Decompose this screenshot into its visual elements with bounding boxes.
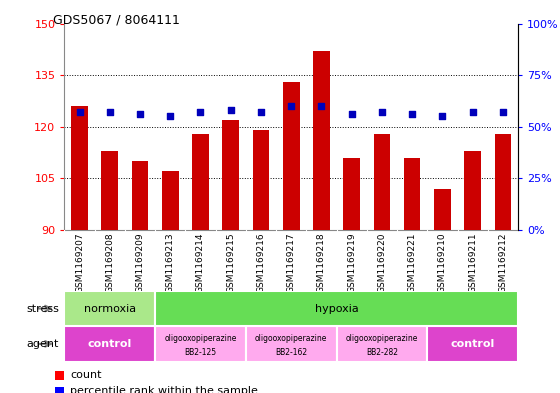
Text: percentile rank within the sample: percentile rank within the sample — [70, 386, 258, 393]
Bar — [64, 326, 155, 362]
Text: normoxia: normoxia — [83, 303, 136, 314]
Point — [287, 103, 296, 109]
Bar — [222, 120, 239, 230]
Bar — [313, 51, 330, 230]
Text: BB2-125: BB2-125 — [184, 348, 217, 357]
Text: count: count — [70, 370, 101, 380]
Text: BB2-282: BB2-282 — [366, 348, 398, 357]
Point — [408, 111, 417, 118]
Bar — [132, 161, 148, 230]
Text: agent: agent — [26, 339, 59, 349]
Text: control: control — [450, 339, 495, 349]
Point — [226, 107, 235, 114]
Point — [136, 111, 144, 118]
Point — [105, 109, 114, 116]
Point — [347, 111, 356, 118]
Bar — [55, 371, 64, 380]
Text: oligooxopiperazine: oligooxopiperazine — [255, 334, 328, 343]
Bar — [343, 158, 360, 230]
Point — [377, 109, 386, 116]
Bar — [71, 106, 88, 230]
Point — [438, 113, 447, 119]
Point — [498, 109, 507, 116]
Bar — [155, 326, 246, 362]
Point — [75, 109, 84, 116]
Bar — [374, 134, 390, 230]
Bar — [404, 158, 421, 230]
Point — [317, 103, 326, 109]
Text: BB2-162: BB2-162 — [275, 348, 307, 357]
Bar — [253, 130, 269, 230]
Point — [166, 113, 175, 119]
Bar — [283, 82, 300, 230]
Point — [256, 109, 265, 116]
Point — [468, 109, 477, 116]
Bar — [64, 291, 155, 326]
Bar — [464, 151, 481, 230]
Bar — [101, 151, 118, 230]
Text: hypoxia: hypoxia — [315, 303, 358, 314]
Text: control: control — [87, 339, 132, 349]
Bar — [427, 326, 518, 362]
Text: oligooxopiperazine: oligooxopiperazine — [346, 334, 418, 343]
Bar — [337, 326, 427, 362]
Point — [196, 109, 205, 116]
Text: oligooxopiperazine: oligooxopiperazine — [164, 334, 237, 343]
Bar — [246, 326, 337, 362]
Text: stress: stress — [26, 303, 59, 314]
Bar — [192, 134, 209, 230]
Bar — [155, 291, 518, 326]
Text: GDS5067 / 8064111: GDS5067 / 8064111 — [53, 14, 180, 27]
Bar — [55, 387, 64, 393]
Bar — [494, 134, 511, 230]
Bar — [162, 171, 179, 230]
Bar — [434, 189, 451, 230]
